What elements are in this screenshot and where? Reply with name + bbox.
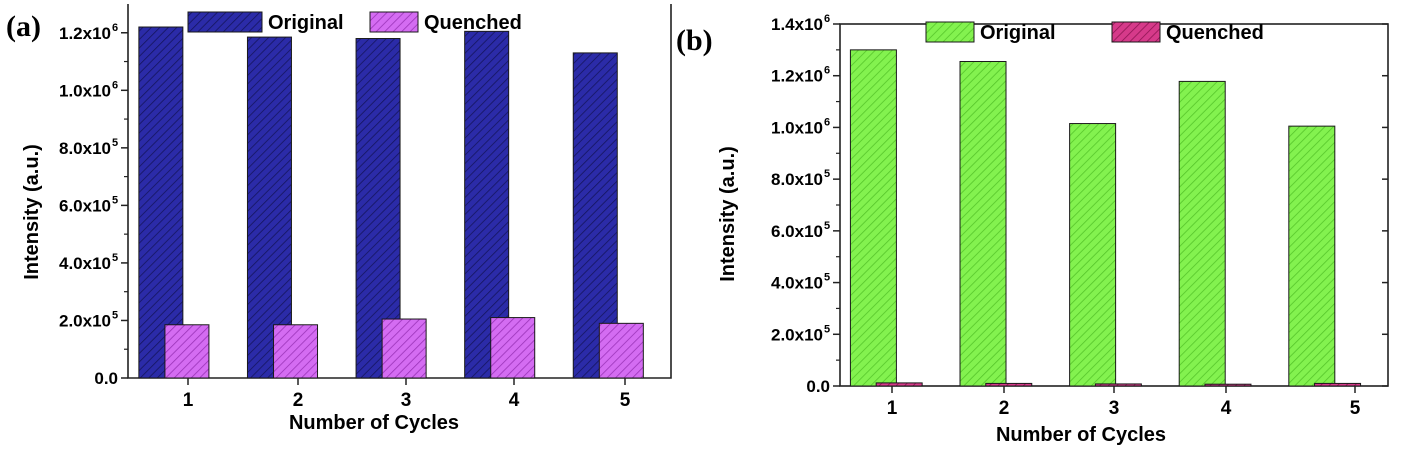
panel-label-a: (a) [6,10,41,43]
legend-swatch-a-original [187,11,263,33]
x-tick-label-b-4: 4 [1221,398,1232,419]
y-tick-exponent-a: 5 [112,252,118,264]
x-tick-label-a-3: 3 [401,390,412,411]
y-tick-label-a: 1.0x10 [59,81,111,100]
chart-panel-b: (b) Intensity (a.u.) Number of Cycles 0.… [676,13,1389,446]
legend-swatch-a-quenched [369,11,419,33]
y-tick-exponent-a: 6 [112,22,118,34]
y-tick-label-a: 2.0x10 [59,311,111,330]
bar-b-original-5 [1288,125,1336,387]
legend-label-a-quenched: Quenched [424,12,522,34]
bar-b-quenched-3 [1094,383,1142,387]
y-tick-label-b: 6.0x10 [771,222,823,241]
bar-b-original-4 [1178,80,1226,387]
bar-b-original-3 [1069,123,1117,387]
y-tick-label-b: 0.0 [806,377,830,396]
x-tick-label-a-5: 5 [620,390,631,411]
bar-a-quenched-4 [490,317,536,379]
y-tick-label-b: 1.4x10 [771,15,823,34]
y-axis-title-a: Intensity (a.u.) [21,144,43,280]
x-tick-label-b-3: 3 [1109,398,1120,419]
x-tick-label-a-2: 2 [293,390,304,411]
y-tick-exponent-a: 5 [112,194,118,206]
y-tick-label-a: 1.2x10 [59,24,111,43]
y-tick-exponent-b: 5 [824,272,830,284]
bar-b-original-1 [849,49,897,387]
bar-b-quenched-4 [1204,383,1252,387]
y-tick-exponent-b: 5 [824,168,830,180]
legend-label-b-original: Original [980,22,1056,44]
bar-b-quenched-1 [875,382,923,387]
panel-label-b: (b) [676,24,713,57]
y-tick-exponent-b: 5 [824,323,830,335]
bar-b-quenched-2 [985,382,1033,387]
legend-swatch-b-original [925,21,975,43]
bar-b-quenched-5 [1314,382,1362,387]
x-tick-label-a-4: 4 [509,390,520,411]
y-tick-exponent-b: 5 [824,220,830,232]
bar-b-original-2 [959,60,1007,387]
x-axis-title-a: Number of Cycles [289,412,459,434]
bar-a-quenched-1 [164,324,210,379]
y-axis-title-b: Intensity (a.u.) [717,146,739,282]
y-tick-label-b: 8.0x10 [771,170,823,189]
y-tick-label-b: 4.0x10 [771,274,823,293]
x-tick-label-b-5: 5 [1350,398,1361,419]
y-tick-exponent-b: 6 [824,65,830,77]
chart-panel-a: (a) Intensity (a.u.) Number of Cycles 0.… [6,4,672,434]
y-tick-label-a: 8.0x10 [59,139,111,158]
x-tick-label-a-1: 1 [183,390,194,411]
y-tick-label-b: 1.0x10 [771,118,823,137]
bar-a-original-1 [138,26,184,379]
y-tick-exponent-a: 5 [112,137,118,149]
legend-label-b-quenched: Quenched [1166,22,1264,44]
x-tick-label-b-2: 2 [999,398,1010,419]
x-tick-label-b-1: 1 [887,398,898,419]
y-tick-exponent-a: 5 [112,309,118,321]
bar-a-quenched-5 [598,322,644,379]
y-tick-exponent-b: 6 [824,13,830,25]
y-tick-label-a: 6.0x10 [59,196,111,215]
bar-a-quenched-2 [273,324,319,379]
x-axis-title-b: Number of Cycles [996,424,1166,446]
bar-a-original-2 [246,36,292,379]
y-tick-exponent-a: 6 [112,79,118,91]
legend-swatch-b-quenched [1111,21,1161,43]
bar-a-quenched-3 [381,318,427,379]
y-tick-label-b: 2.0x10 [771,325,823,344]
y-tick-exponent-b: 6 [824,116,830,128]
y-tick-label-a: 4.0x10 [59,254,111,273]
y-tick-label-b: 1.2x10 [771,67,823,86]
legend-label-a-original: Original [268,12,344,34]
y-tick-label-a: 0.0 [94,369,118,388]
